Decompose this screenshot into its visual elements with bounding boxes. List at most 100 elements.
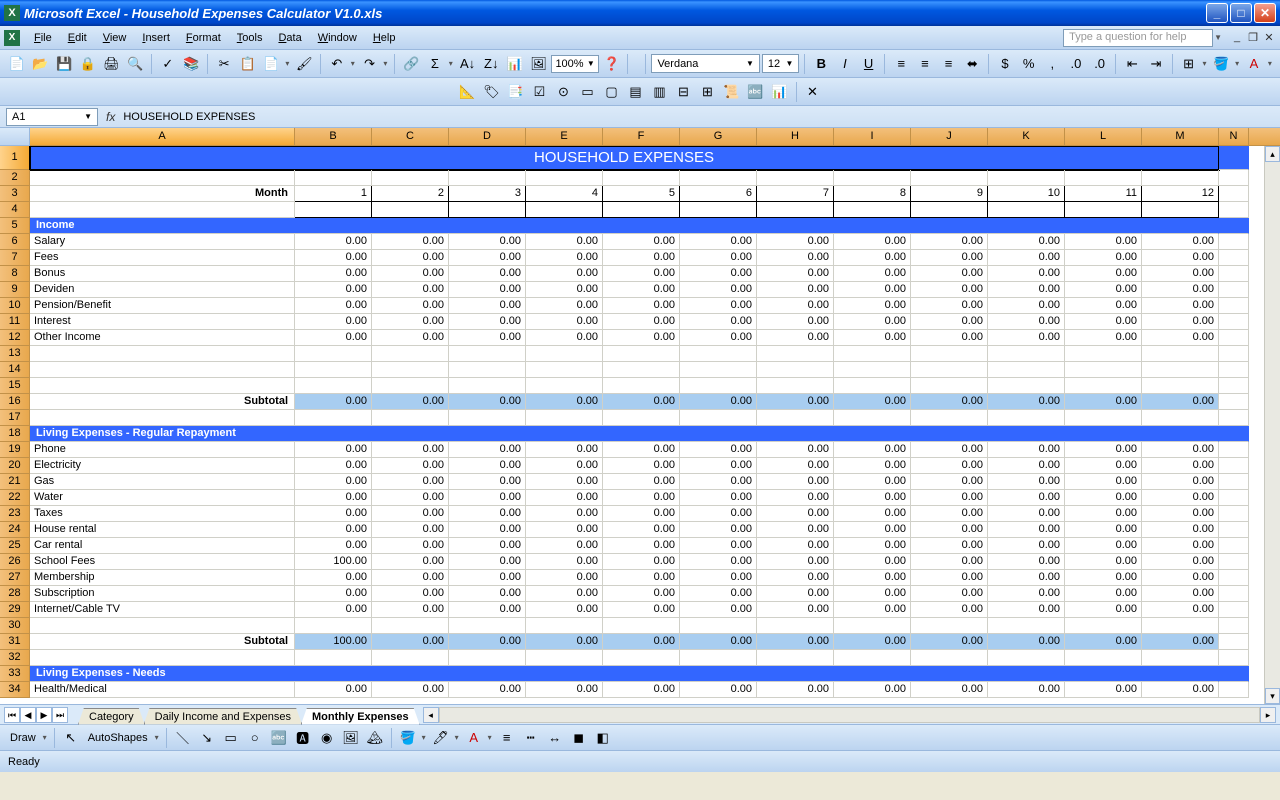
cell-F26[interactable]: 0.00: [603, 554, 680, 570]
cell-F21[interactable]: 0.00: [603, 474, 680, 490]
cell-L26[interactable]: 0.00: [1065, 554, 1142, 570]
cell-D15[interactable]: [449, 378, 526, 394]
cell-H17[interactable]: [757, 410, 834, 426]
cell-C14[interactable]: [372, 362, 449, 378]
cell-B14[interactable]: [295, 362, 372, 378]
cell-title-merged[interactable]: HOUSEHOLD EXPENSES: [30, 146, 1219, 170]
cell-J21[interactable]: 0.00: [911, 474, 988, 490]
cell-K2[interactable]: [988, 170, 1065, 186]
tb-icon[interactable]: 📐: [457, 81, 479, 103]
cell-C6[interactable]: 0.00: [372, 234, 449, 250]
row-header-26[interactable]: 26: [0, 554, 30, 570]
cell-E3[interactable]: 4: [526, 186, 603, 202]
cell-A21[interactable]: Gas: [30, 474, 295, 490]
cell-L22[interactable]: 0.00: [1065, 490, 1142, 506]
cell-F25[interactable]: 0.00: [603, 538, 680, 554]
cell-F32[interactable]: [603, 650, 680, 666]
cell-F12[interactable]: 0.00: [603, 330, 680, 346]
increase-indent-button[interactable]: ⇥: [1145, 53, 1167, 75]
cell-E14[interactable]: [526, 362, 603, 378]
cell-E21[interactable]: 0.00: [526, 474, 603, 490]
line-color-button[interactable]: 🖊: [430, 727, 452, 749]
copy-button[interactable]: 📋: [237, 53, 259, 75]
sheet-tab-monthly-expenses[interactable]: Monthly Expenses: [301, 708, 420, 725]
cell-E32[interactable]: [526, 650, 603, 666]
tb-icon[interactable]: ⊙: [553, 81, 575, 103]
menu-edit[interactable]: Edit: [60, 30, 95, 46]
cell-I34[interactable]: 0.00: [834, 682, 911, 698]
cell-H26[interactable]: 0.00: [757, 554, 834, 570]
cell-A31[interactable]: Subtotal: [30, 634, 295, 650]
cell-I2[interactable]: [834, 170, 911, 186]
cell-M32[interactable]: [1142, 650, 1219, 666]
cell-K31[interactable]: 0.00: [988, 634, 1065, 650]
cell-G28[interactable]: 0.00: [680, 586, 757, 602]
col-header-L[interactable]: L: [1065, 128, 1142, 145]
cell-L20[interactable]: 0.00: [1065, 458, 1142, 474]
paste-button[interactable]: 📄: [261, 53, 283, 75]
row-header-17[interactable]: 17: [0, 410, 30, 426]
cell-G26[interactable]: 0.00: [680, 554, 757, 570]
cell-I25[interactable]: 0.00: [834, 538, 911, 554]
tb-icon[interactable]: 📊: [769, 81, 791, 103]
scroll-down-button[interactable]: ▾: [1265, 688, 1280, 704]
comma-button[interactable]: ,: [1041, 53, 1063, 75]
tb-icon[interactable]: ⊞: [697, 81, 719, 103]
undo-button[interactable]: ↶: [326, 53, 348, 75]
row-header-15[interactable]: 15: [0, 378, 30, 394]
scroll-right-button[interactable]: ▸: [1260, 707, 1276, 723]
cell-C23[interactable]: 0.00: [372, 506, 449, 522]
cell-L8[interactable]: 0.00: [1065, 266, 1142, 282]
cell-B24[interactable]: 0.00: [295, 522, 372, 538]
cell-J3[interactable]: 9: [911, 186, 988, 202]
cell-C16[interactable]: 0.00: [372, 394, 449, 410]
cell-M12[interactable]: 0.00: [1142, 330, 1219, 346]
fx-icon[interactable]: fx: [106, 110, 115, 124]
redo-button[interactable]: ↷: [359, 53, 381, 75]
cell-A8[interactable]: Bonus: [30, 266, 295, 282]
cell-D11[interactable]: 0.00: [449, 314, 526, 330]
row-header-28[interactable]: 28: [0, 586, 30, 602]
row-header-19[interactable]: 19: [0, 442, 30, 458]
drawing-toggle-button[interactable]: 🖼: [528, 53, 550, 75]
cell-J23[interactable]: 0.00: [911, 506, 988, 522]
cell-F11[interactable]: 0.00: [603, 314, 680, 330]
cell-G6[interactable]: 0.00: [680, 234, 757, 250]
col-header-M[interactable]: M: [1142, 128, 1219, 145]
select-all-corner[interactable]: [0, 128, 30, 146]
tab-next-button[interactable]: ▶: [36, 707, 52, 723]
spelling-button[interactable]: ✓: [157, 53, 179, 75]
cell-J22[interactable]: 0.00: [911, 490, 988, 506]
cell-I27[interactable]: 0.00: [834, 570, 911, 586]
cell-K28[interactable]: 0.00: [988, 586, 1065, 602]
cell-J8[interactable]: 0.00: [911, 266, 988, 282]
cell-J28[interactable]: 0.00: [911, 586, 988, 602]
cell-I14[interactable]: [834, 362, 911, 378]
cell-D2[interactable]: [449, 170, 526, 186]
row-header-24[interactable]: 24: [0, 522, 30, 538]
row-header-2[interactable]: 2: [0, 170, 30, 186]
cell-H24[interactable]: 0.00: [757, 522, 834, 538]
help-button[interactable]: ❓: [601, 53, 623, 75]
cell-J30[interactable]: [911, 618, 988, 634]
cell-B22[interactable]: 0.00: [295, 490, 372, 506]
cell-J29[interactable]: 0.00: [911, 602, 988, 618]
cell-A3[interactable]: Month: [30, 186, 295, 202]
cell-C10[interactable]: 0.00: [372, 298, 449, 314]
cell-K9[interactable]: 0.00: [988, 282, 1065, 298]
cell-J17[interactable]: [911, 410, 988, 426]
row-header-6[interactable]: 6: [0, 234, 30, 250]
cell-E24[interactable]: 0.00: [526, 522, 603, 538]
menu-view[interactable]: View: [95, 30, 135, 46]
cell-G29[interactable]: 0.00: [680, 602, 757, 618]
borders-button[interactable]: ⊞: [1178, 53, 1200, 75]
tb-icon[interactable]: 🏷: [481, 81, 503, 103]
cell-E4[interactable]: [526, 202, 603, 218]
cell-G17[interactable]: [680, 410, 757, 426]
cell-B19[interactable]: 0.00: [295, 442, 372, 458]
cell-B3[interactable]: 1: [295, 186, 372, 202]
cell-L24[interactable]: 0.00: [1065, 522, 1142, 538]
cell-H29[interactable]: 0.00: [757, 602, 834, 618]
cell-G21[interactable]: 0.00: [680, 474, 757, 490]
cell-G12[interactable]: 0.00: [680, 330, 757, 346]
